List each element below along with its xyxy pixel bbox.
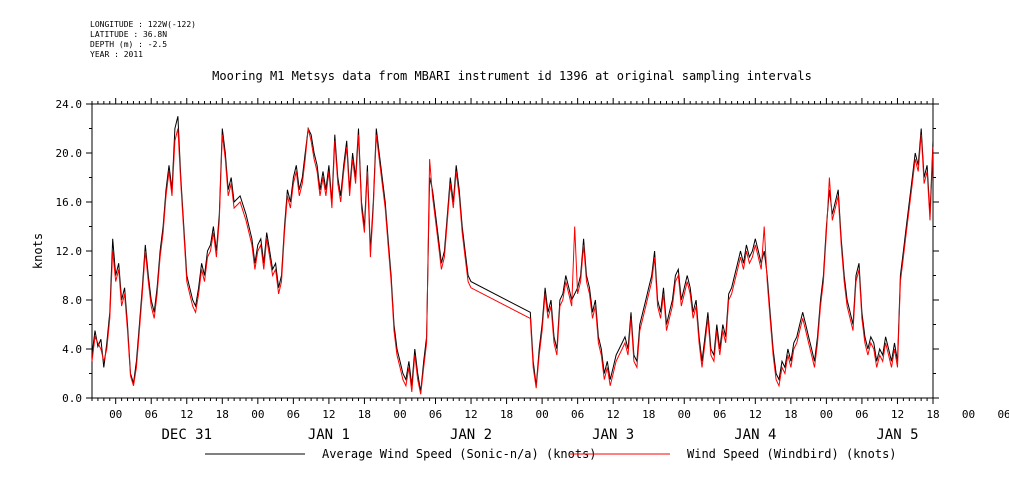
x-day-label: JAN 5 [876, 427, 918, 443]
x-day-label: JAN 4 [734, 427, 776, 443]
x-hour-label: 12 [180, 408, 193, 421]
x-hour-label: 06 [997, 408, 1009, 421]
x-day-label: JAN 1 [308, 427, 350, 443]
legend-label-windbird: Wind Speed (Windbird) (knots) [687, 447, 897, 461]
depth-label: DEPTH (m) : -2.5 [90, 40, 168, 49]
x-hour-label: 00 [820, 408, 833, 421]
y-tick-label: 8.0 [62, 294, 82, 307]
chart-title: Mooring M1 Metsys data from MBARI instru… [212, 69, 812, 83]
x-hour-label: 06 [713, 408, 726, 421]
x-hour-label: 12 [891, 408, 904, 421]
x-hour-label: 00 [109, 408, 122, 421]
x-hour-label: 06 [571, 408, 584, 421]
y-tick-label: 24.0 [56, 98, 83, 111]
y-tick-label: 12.0 [56, 245, 83, 258]
x-hour-label: 06 [855, 408, 868, 421]
y-tick-label: 4.0 [62, 343, 82, 356]
longitude-label: LONGITUDE : 122W(-122) [90, 20, 196, 29]
legend-label-sonic: Average Wind Speed (Sonic-n/a) (knots) [322, 447, 597, 461]
y-tick-label: 20.0 [56, 147, 83, 160]
x-hour-label: 18 [500, 408, 513, 421]
latitude-label: LATITUDE : 36.8N [90, 30, 168, 39]
y-tick-label: 16.0 [56, 196, 83, 209]
x-hour-label: 12 [464, 408, 477, 421]
x-hour-label: 18 [358, 408, 371, 421]
x-hour-label: 12 [322, 408, 335, 421]
y-tick-label: 0.0 [62, 392, 82, 405]
x-day-label: DEC 31 [161, 427, 212, 443]
plot-frame [91, 103, 934, 399]
x-hour-label: 18 [216, 408, 229, 421]
x-hour-label: 00 [535, 408, 548, 421]
x-hour-label: 00 [251, 408, 264, 421]
x-hour-label: 00 [393, 408, 406, 421]
year-label: YEAR : 2011 [90, 50, 143, 59]
x-hour-label: 12 [749, 408, 762, 421]
x-day-label: JAN 2 [450, 427, 492, 443]
x-hour-label: 06 [145, 408, 158, 421]
x-axis: 00 06 12 18 00 06 12 18 00 06 12 18 00 06 12 18 00 06 12 18… [91, 98, 1009, 443]
series-line-windbird [91, 128, 934, 395]
series-layer [91, 116, 934, 395]
x-hour-label: 00 [678, 408, 691, 421]
x-hour-label: 18 [642, 408, 655, 421]
x-hour-label: 12 [607, 408, 620, 421]
x-day-label: JAN 3 [592, 427, 634, 443]
y-axis-label: knots [31, 233, 45, 269]
metadata-block: LONGITUDE : 122W(-122) LATITUDE : 36.8N … [90, 20, 196, 60]
x-hour-label: 18 [926, 408, 939, 421]
x-hour-label: 06 [429, 408, 442, 421]
y-axis: 0.0 4.0 8.0 12.0 16.0 20.0 24.0 [56, 98, 939, 405]
legend: Average Wind Speed (Sonic-n/a) (knots) W… [205, 447, 897, 461]
x-hour-label: 00 [962, 408, 975, 421]
x-hour-label: 06 [287, 408, 300, 421]
x-hour-label: 18 [784, 408, 797, 421]
series-line-sonic [91, 116, 934, 392]
